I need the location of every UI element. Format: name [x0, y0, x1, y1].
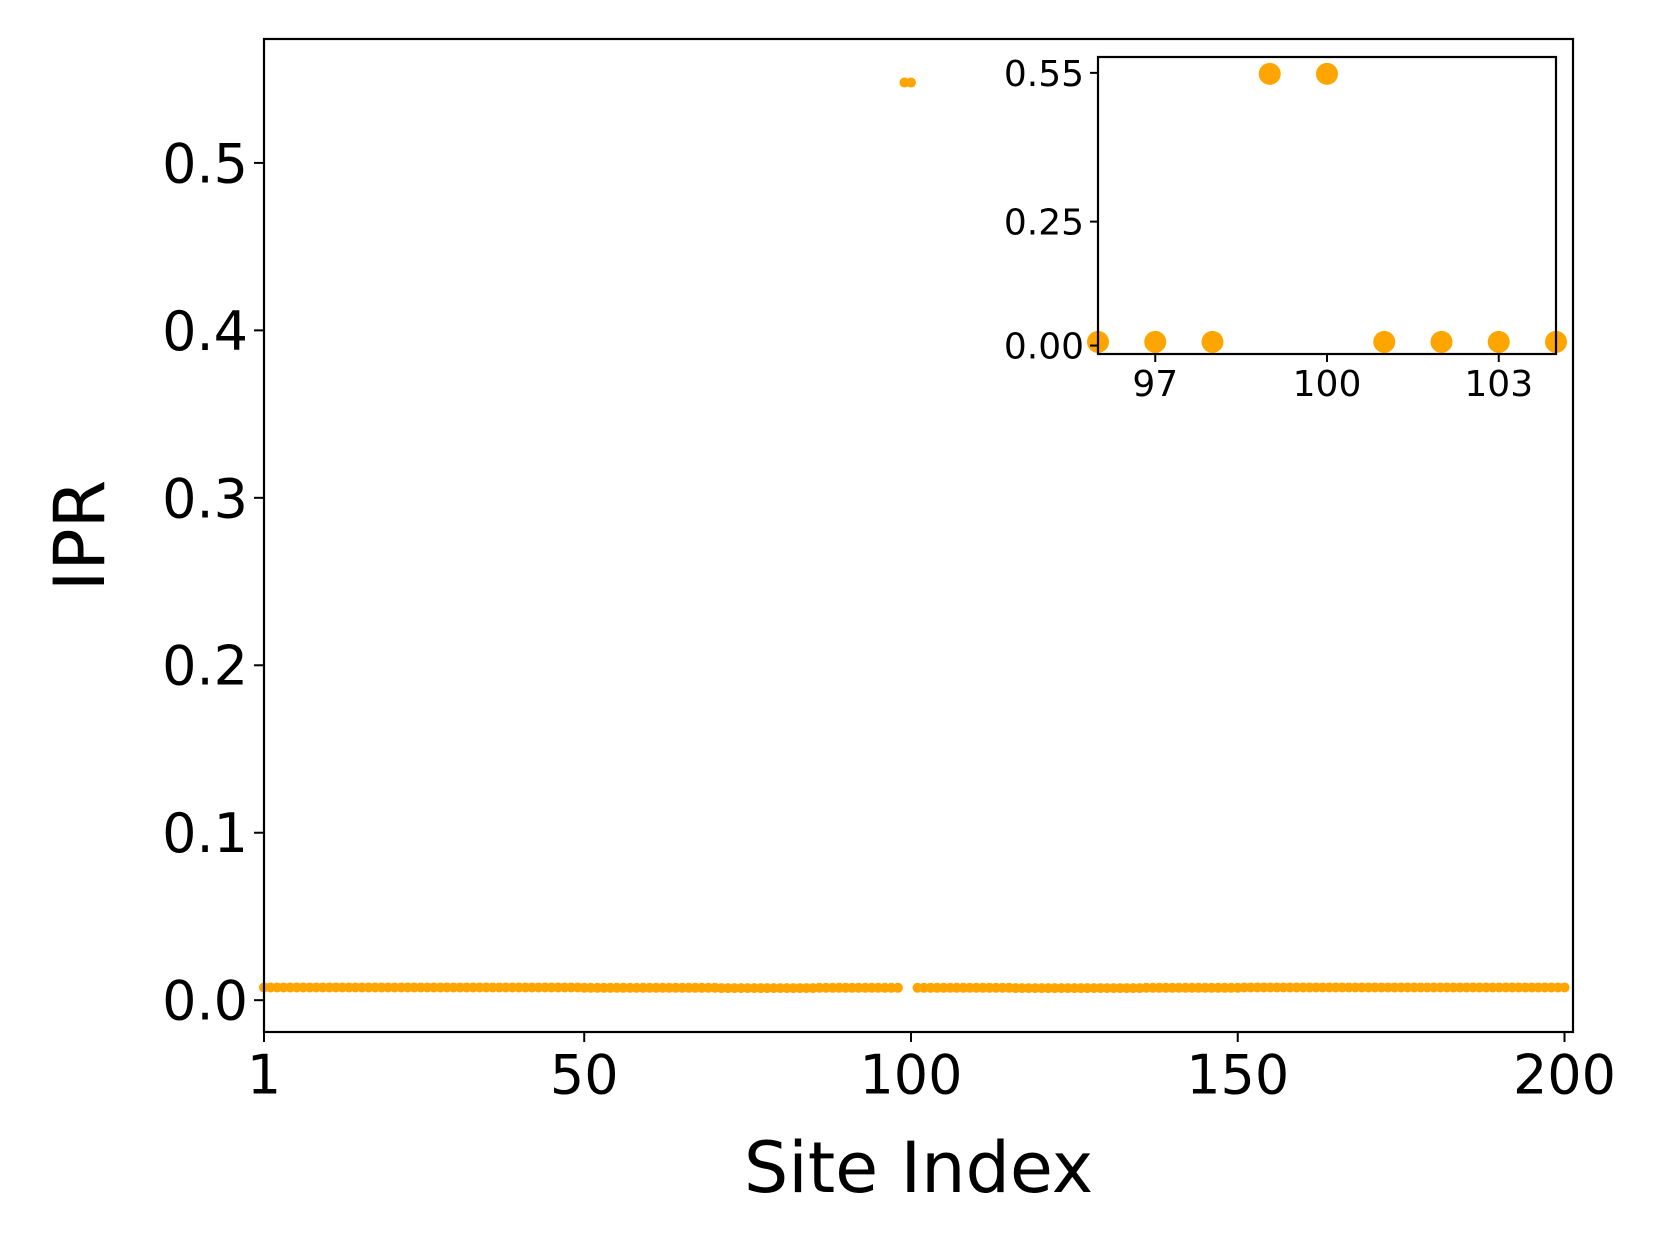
y-tick-label: 0.5: [162, 132, 248, 195]
point: [1258, 62, 1281, 85]
y-tick-label: 0.3: [162, 467, 248, 530]
point: [892, 982, 903, 993]
x-tick-label: 97: [1132, 364, 1178, 405]
points: [259, 77, 1570, 994]
x-axis-label: Site Index: [744, 1127, 1093, 1209]
x-tick-label: 100: [1293, 364, 1362, 405]
x-tick-label: 150: [1186, 1043, 1289, 1106]
x-tick-label: 103: [1464, 364, 1533, 405]
plot-area: [1098, 57, 1556, 354]
y-tick-label: 0.2: [162, 635, 248, 698]
x-tick-label: 100: [859, 1043, 962, 1106]
point: [1430, 330, 1453, 353]
points: [1087, 62, 1567, 353]
y-tick-label: 0.00: [1004, 327, 1084, 368]
x-tick-label: 200: [1513, 1043, 1616, 1106]
point: [1487, 330, 1510, 353]
point: [1144, 330, 1167, 353]
x-tick-label: 1: [247, 1043, 281, 1106]
point: [905, 77, 916, 88]
point: [1373, 330, 1396, 353]
point: [1201, 330, 1224, 353]
y-tick-label: 0.25: [1004, 203, 1084, 244]
point: [1316, 62, 1338, 85]
x-tick-label: 50: [550, 1043, 619, 1106]
y-tick-label: 0.0: [162, 970, 248, 1033]
y-tick-label: 0.4: [162, 300, 248, 363]
axes-frame: [262, 37, 1575, 1034]
y-tick-label: 0.55: [1004, 54, 1084, 95]
y-axis-label: IPR: [39, 480, 121, 592]
y-tick-label: 0.1: [162, 802, 248, 865]
point: [1559, 982, 1570, 993]
